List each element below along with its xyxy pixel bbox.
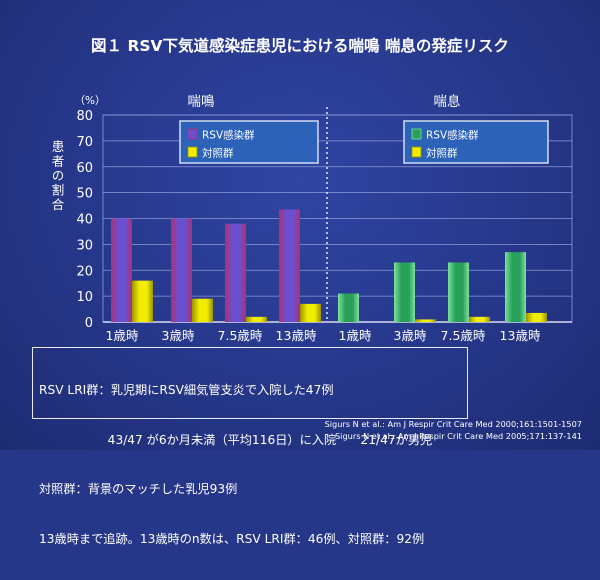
study-note-line: 43/47 が6か月未満（平均116日）に入院 21/47が男児 <box>39 432 433 447</box>
bar-rect <box>246 316 267 322</box>
bar <box>394 262 415 322</box>
legend-label: 対照群 <box>426 147 458 160</box>
bar <box>111 218 132 322</box>
legend-label: RSV感染群 <box>426 129 479 142</box>
bar <box>300 303 321 322</box>
bar-rect <box>132 280 153 322</box>
y-tick-label: 50 <box>76 187 93 202</box>
legend-label: RSV感染群 <box>202 129 255 142</box>
bar <box>132 280 153 322</box>
y-tick-label: 80 <box>76 109 93 124</box>
reference-text: Sigurs N et al.: Am J Respir Crit Care M… <box>324 419 582 429</box>
panel-title: 喘鳴 <box>188 93 215 110</box>
bar-rect <box>505 252 526 322</box>
bar-rect <box>394 262 415 322</box>
bar-rect <box>448 262 469 322</box>
bar-rect <box>415 319 436 322</box>
bar <box>171 218 192 322</box>
x-tick-label: 7.5歳時 <box>218 328 263 343</box>
legend-box <box>403 120 549 164</box>
y-tick-label: 70 <box>76 135 93 150</box>
bar-rect <box>279 209 300 322</box>
bar <box>448 262 469 322</box>
y-tick-label: 0 <box>85 316 93 331</box>
y-tick-label: 10 <box>76 290 93 305</box>
references: Sigurs N et al.: Am J Respir Crit Care M… <box>325 418 582 442</box>
bar-rect <box>171 218 192 322</box>
bar-rect <box>300 303 321 322</box>
x-tick-label: 1歳時 <box>339 328 372 343</box>
bar <box>279 209 300 322</box>
bar-rect <box>469 316 490 322</box>
bar <box>338 293 359 322</box>
bar-rect <box>526 312 547 322</box>
legend-swatch <box>411 146 422 158</box>
study-note-line: 対照群：背景のマッチした乳児93例 <box>39 482 238 496</box>
bar-rect <box>338 293 359 322</box>
y-unit-label: （%） <box>75 95 106 107</box>
slide-title: 図１ RSV下気道感染症患児における喘鳴 喘息の発症リスク <box>91 36 509 55</box>
bar <box>246 316 267 322</box>
x-tick-label: 3歳時 <box>394 328 427 343</box>
reference-text: Sigurs N et al.: Am J Respir Crit Care M… <box>334 431 582 441</box>
x-tick-label: 13歳時 <box>500 328 541 343</box>
y-tick-label: 20 <box>76 264 93 279</box>
y-axis-title: 患者の割合 <box>50 140 65 213</box>
y-tick-label: 60 <box>76 161 93 176</box>
panel-title: 喘息 <box>434 93 461 110</box>
y-tick-label: 30 <box>76 238 93 253</box>
bar <box>469 316 490 322</box>
x-tick-label: 1歳時 <box>106 328 139 343</box>
legend-box <box>179 120 319 164</box>
bar <box>505 252 526 322</box>
y-tick-label: 40 <box>76 213 93 228</box>
legend-swatch <box>411 128 422 140</box>
legend-swatch <box>187 146 198 158</box>
bar <box>192 298 213 322</box>
study-note-box: RSV LRI群：乳児期にRSV細気管支炎で入院した47例 43/47 が6か月… <box>32 347 468 546</box>
legend-swatch <box>187 128 198 140</box>
bar-rect <box>111 218 132 322</box>
legend-label: 対照群 <box>202 147 234 160</box>
study-note-line: 13歳時まで追跡。13歳時のn数は、RSV LRI群：46例、対照群：92例 <box>39 531 425 546</box>
bar <box>526 312 547 322</box>
x-tick-label: 7.5歳時 <box>441 328 486 343</box>
study-note-line: RSV LRI群：乳児期にRSV細気管支炎で入院した47例 <box>39 383 334 397</box>
x-tick-label: 3歳時 <box>162 328 195 343</box>
slide: 図１ RSV下気道感染症患児における喘鳴 喘息の発症リスク 0 10 20 30 40 5… <box>0 0 600 546</box>
bar <box>225 223 246 322</box>
bar-rect <box>225 223 246 322</box>
bar-rect <box>192 298 213 322</box>
bar <box>415 319 436 322</box>
bar-chart: 図１ RSV下気道感染症患児における喘鳴 喘息の発症リスク 0 10 20 30 40 5… <box>50 36 573 343</box>
x-tick-label: 13歳時 <box>276 328 317 343</box>
